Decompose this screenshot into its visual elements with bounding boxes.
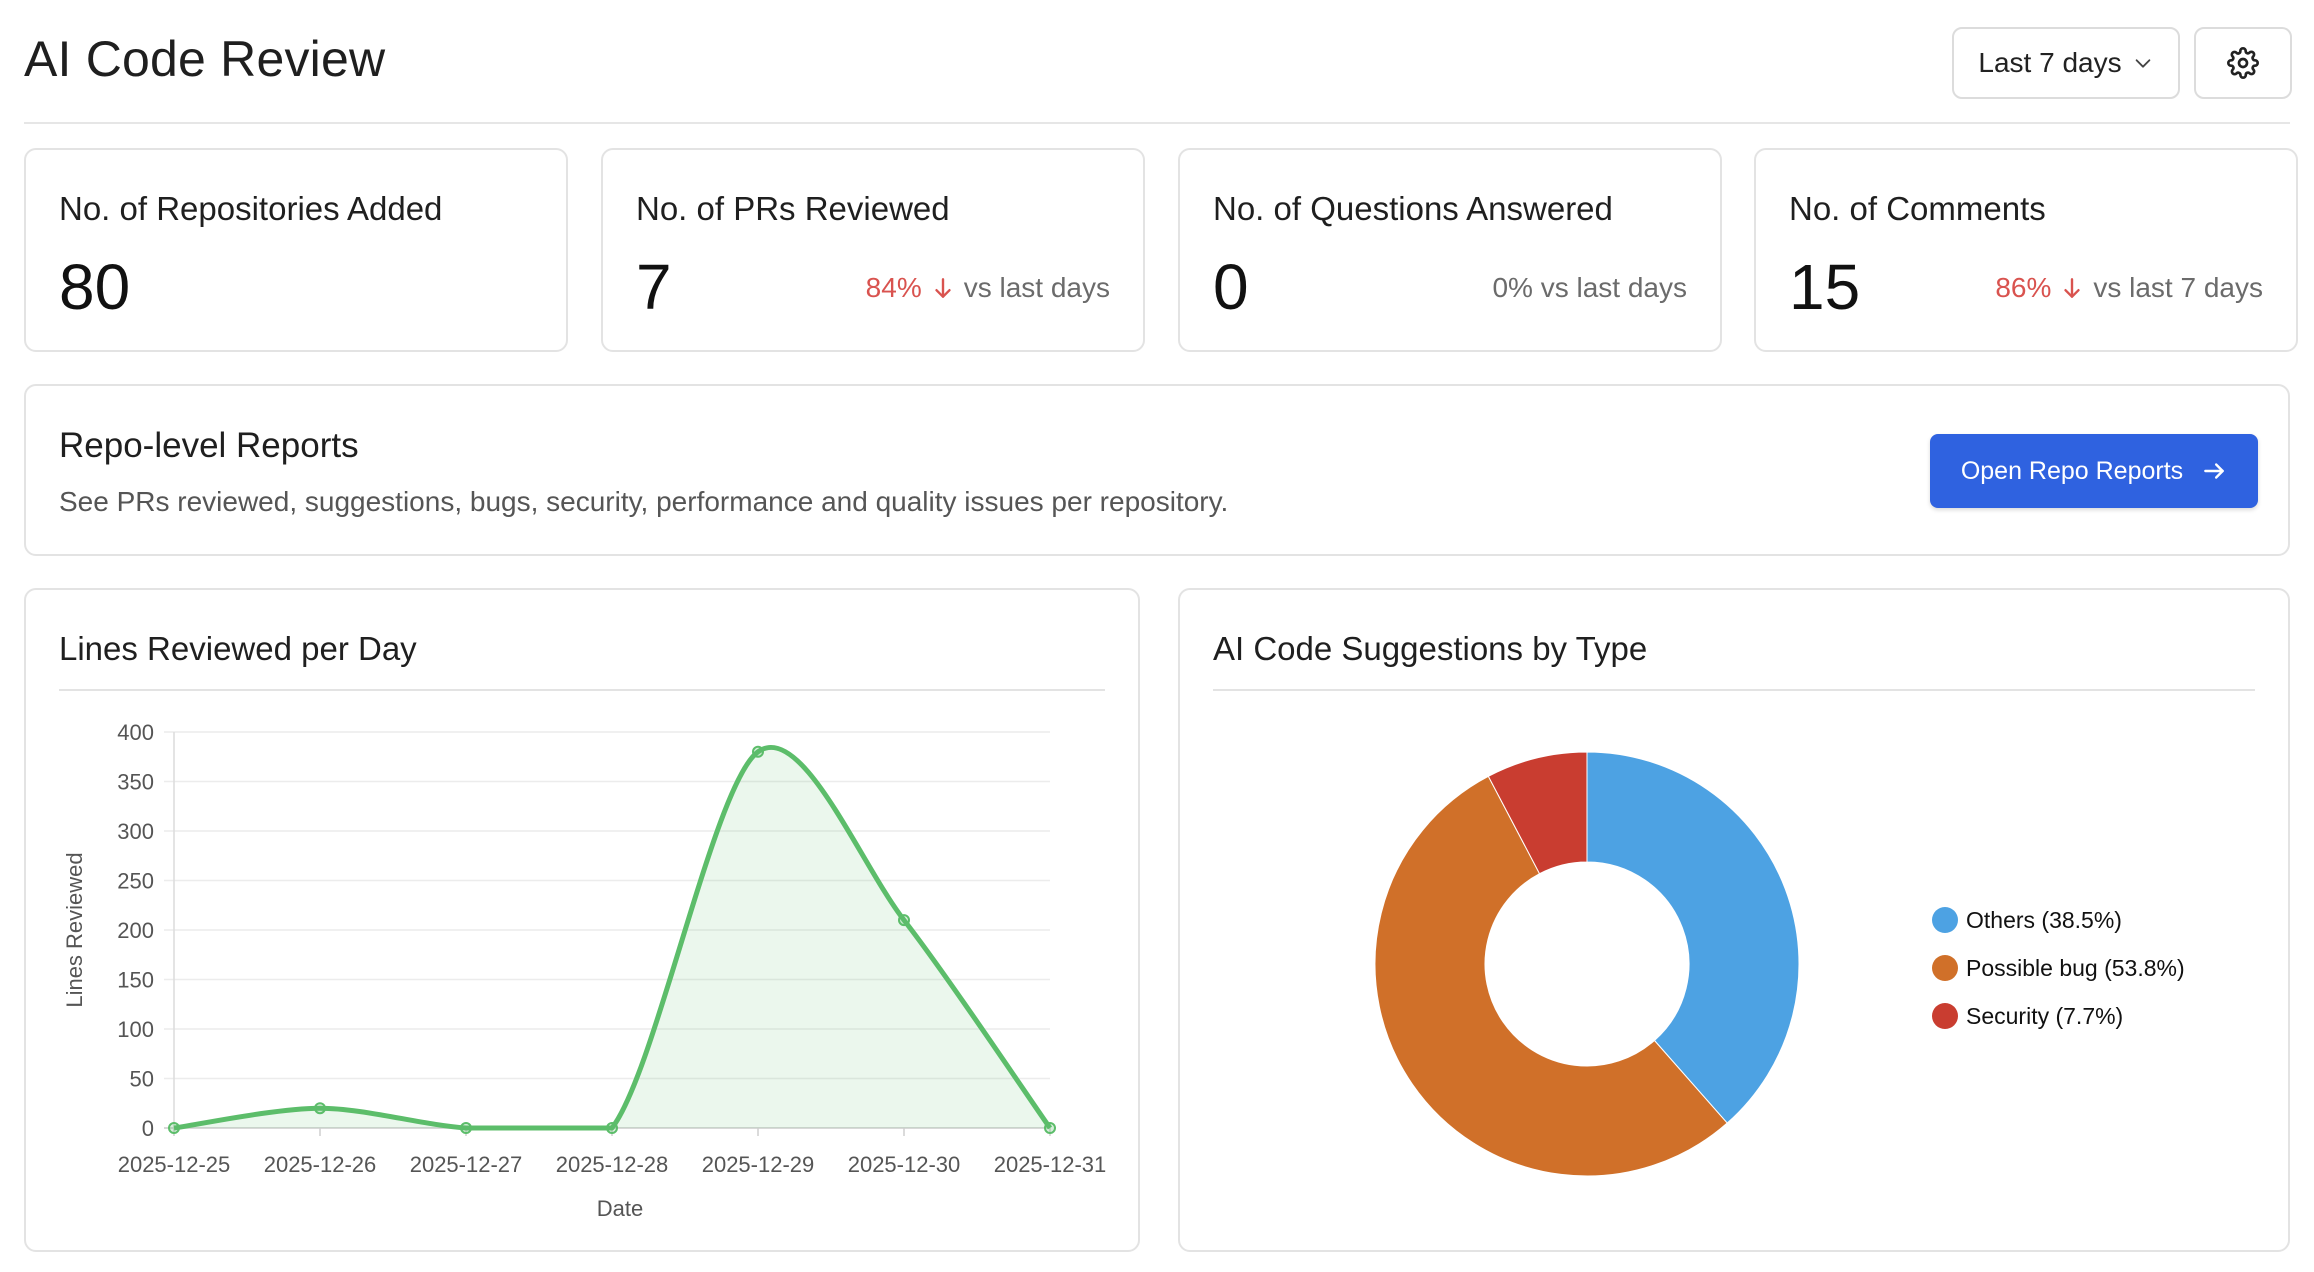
legend-swatch (1932, 955, 1958, 981)
data-point[interactable] (752, 745, 764, 758)
series-area (174, 747, 1050, 1128)
y-tick-label: 300 (117, 819, 154, 844)
data-point[interactable] (1044, 1122, 1056, 1134)
y-tick-label: 50 (130, 1067, 154, 1092)
stat-card-questions-answered: No. of Questions Answered 0 0% vs last d… (1178, 148, 1722, 352)
stat-card-comments: No. of Comments 15 86% vs last 7 days (1754, 148, 2298, 352)
x-tick-label: 2025-12-29 (702, 1152, 815, 1177)
suggestions-by-type-card: AI Code Suggestions by Type Others (38.5… (1178, 588, 2290, 1252)
delta-text: 0% vs last days (1492, 272, 1687, 303)
arrow-right-icon (2204, 463, 2225, 479)
repo-reports-card: Repo-level Reports See PRs reviewed, sug… (24, 384, 2290, 556)
data-point[interactable] (314, 1102, 326, 1115)
gear-icon (2227, 47, 2259, 79)
stat-title: No. of Questions Answered (1213, 190, 1613, 227)
x-tick-label: 2025-12-27 (410, 1152, 523, 1177)
x-tick-label: 2025-12-28 (556, 1152, 669, 1177)
legend-label: Possible bug (53.8%) (1966, 954, 2185, 981)
data-point[interactable] (168, 1122, 180, 1134)
lines-reviewed-chart: 0 50 100 150 200 250 300 350 400 2025-12-25 2025-1… (62, 720, 1107, 1221)
y-tick-label: 250 (117, 869, 154, 894)
stat-title: No. of PRs Reviewed (636, 190, 950, 227)
delta-percent: 86% (1995, 272, 2052, 303)
legend-label: Security (7.7%) (1966, 1002, 2124, 1029)
delta-percent: 84% (865, 272, 922, 303)
stat-value: 7 (636, 251, 672, 323)
stat-value: 0 (1213, 251, 1249, 323)
data-point[interactable] (898, 914, 910, 927)
x-tick-label: 2025-12-30 (848, 1152, 961, 1177)
donut-slice-possible-bug[interactable] (1374, 775, 1728, 1177)
series-line (173, 745, 1053, 1131)
stat-card-repositories: No. of Repositories Added 80 (24, 148, 568, 352)
data-point[interactable] (460, 1122, 472, 1134)
suggestions-donut-chart (1374, 751, 1800, 1177)
repo-reports-title: Repo-level Reports (59, 426, 359, 465)
legend-item[interactable]: Security (7.7%) (1932, 992, 2185, 1040)
chart-title: AI Code Suggestions by Type (1213, 630, 1648, 667)
stat-title: No. of Comments (1789, 190, 2046, 227)
legend-swatch (1932, 1003, 1958, 1029)
header: AI Code Review Last 7 days (24, 0, 2292, 124)
delta-text: vs last days (963, 272, 1110, 303)
date-range-select[interactable]: Last 7 days (1952, 27, 2180, 99)
y-tick-label: 100 (117, 1017, 154, 1042)
arrow-down-icon (2064, 278, 2081, 298)
divider (59, 689, 1105, 691)
stat-title: No. of Repositories Added (59, 190, 443, 227)
y-axis-label: Lines Reviewed (62, 852, 87, 1007)
stat-delta: 0% vs last days (1492, 272, 1687, 304)
y-tick-label: 400 (117, 720, 154, 745)
stat-card-prs-reviewed: No. of PRs Reviewed 7 84% vs last days (601, 148, 1145, 352)
chart-legend: Others (38.5%) Possible bug (53.8%) Securi… (1932, 896, 2185, 1040)
settings-button[interactable] (2194, 27, 2292, 99)
y-tick-label: 0 (142, 1116, 154, 1141)
date-range-label: Last 7 days (1978, 47, 2122, 78)
chart-title: Lines Reviewed per Day (59, 630, 417, 667)
delta-text: vs last 7 days (2093, 272, 2263, 303)
page-title: AI Code Review (24, 31, 386, 87)
data-point[interactable] (606, 1122, 618, 1134)
legend-swatch (1932, 907, 1958, 933)
chevron-down-icon (2135, 59, 2150, 68)
stat-value: 80 (59, 251, 131, 323)
stat-value: 15 (1789, 251, 1861, 323)
y-tick-label: 350 (117, 770, 154, 795)
open-repo-reports-button[interactable]: Open Repo Reports (1930, 434, 2258, 508)
stat-delta: 86% vs last 7 days (1995, 272, 2263, 304)
x-axis-label: Date (597, 1196, 643, 1221)
lines-reviewed-card: Lines Reviewed per Day 0 50 100 150 200 250 30… (24, 588, 1140, 1252)
legend-item[interactable]: Others (38.5%) (1932, 896, 2185, 944)
y-tick-label: 200 (117, 918, 154, 943)
arrow-down-icon (935, 278, 951, 298)
repo-reports-description: See PRs reviewed, suggestions, bugs, sec… (59, 486, 1229, 517)
divider (1213, 689, 2255, 691)
x-tick-label: 2025-12-25 (118, 1152, 231, 1177)
x-tick-label: 2025-12-31 (994, 1152, 1107, 1177)
legend-label: Others (38.5%) (1966, 906, 2122, 933)
y-tick-label: 150 (117, 968, 154, 993)
donut-slice-security[interactable] (1487, 751, 1588, 875)
stat-delta: 84% vs last days (866, 272, 1110, 304)
legend-item[interactable]: Possible bug (53.8%) (1932, 944, 2185, 992)
x-tick-label: 2025-12-26 (264, 1152, 377, 1177)
donut-slice-others[interactable] (1586, 751, 1800, 1124)
open-repo-reports-label: Open Repo Reports (1960, 456, 2184, 485)
